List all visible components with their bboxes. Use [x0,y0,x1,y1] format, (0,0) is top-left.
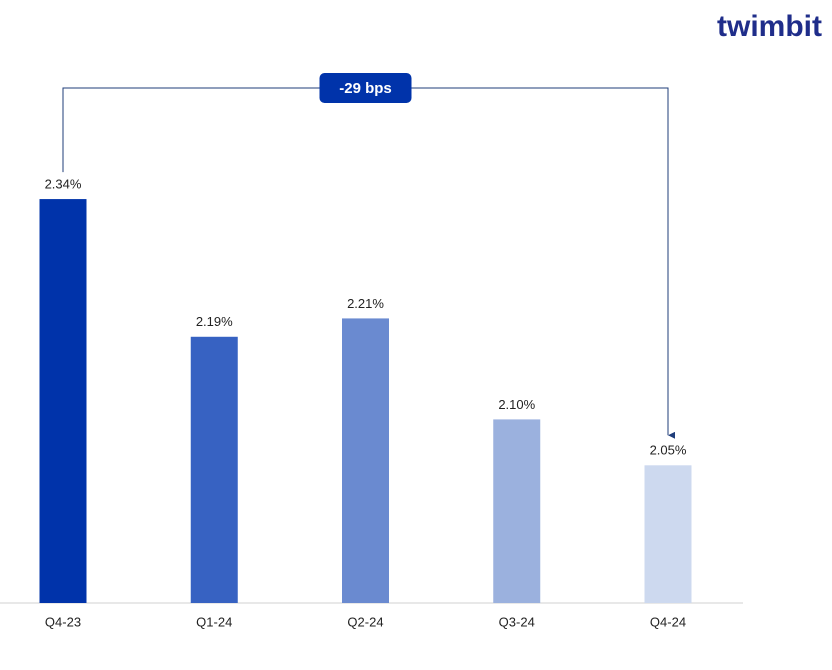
bar [493,419,541,603]
bar [342,318,389,603]
x-tick-label: Q4-24 [650,614,686,629]
value-label: 2.19% [196,314,233,329]
value-label: 2.10% [498,397,535,412]
x-tick-label: Q3-24 [499,614,535,629]
change-badge [319,73,412,103]
bar [190,336,238,603]
x-tick-label: Q4-23 [45,614,81,629]
brand-logo: twimbit [717,10,822,43]
change-label: -29 bps [339,80,392,97]
value-label: 2.05% [650,443,687,458]
bar [39,199,87,603]
x-tick-label: Q1-24 [196,614,232,629]
value-label: 2.34% [45,177,82,192]
x-tick-label: Q2-24 [347,614,383,629]
value-label: 2.21% [347,296,384,311]
bar [644,465,692,603]
